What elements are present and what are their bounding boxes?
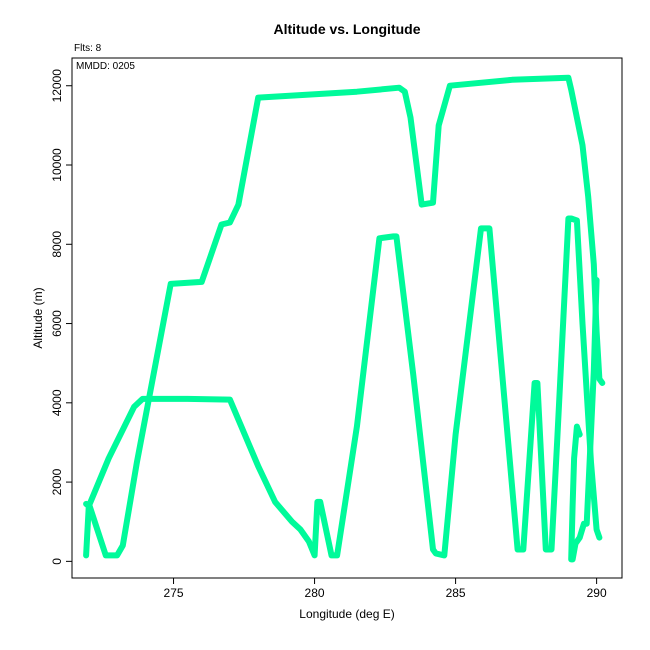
y-tick-label: 12000 — [50, 69, 64, 103]
x-axis-label: Longitude (deg E) — [299, 607, 394, 621]
y-tick-label: 2000 — [50, 468, 64, 495]
x-tick-label: 290 — [587, 586, 607, 600]
flight-series-line-2 — [83, 215, 603, 559]
y-tick-label: 10000 — [50, 148, 64, 182]
x-axis: 275 280 285 290 — [164, 577, 607, 600]
flight-series-line-1 — [83, 74, 606, 559]
x-tick-label: 285 — [446, 586, 466, 600]
y-tick-label: 0 — [50, 558, 64, 565]
y-tick-label: 4000 — [50, 389, 64, 416]
x-tick-label: 275 — [164, 586, 184, 600]
flights-annotation: Flts: 8 — [74, 43, 102, 54]
y-tick-label: 6000 — [50, 310, 64, 337]
y-axis-label: Altitude (m) — [31, 287, 45, 348]
y-tick-label: 8000 — [50, 231, 64, 258]
flight-series-line-4 — [568, 423, 583, 563]
flight-series-line-3 — [569, 277, 600, 563]
date-annotation: MMDD: 0205 — [76, 61, 135, 72]
plot-lines — [83, 74, 606, 563]
y-axis: 0 2000 4000 6000 8000 10000 12000 — [50, 69, 73, 565]
x-tick-label: 280 — [305, 586, 325, 600]
chart-title: Altitude vs. Longitude — [274, 21, 421, 37]
